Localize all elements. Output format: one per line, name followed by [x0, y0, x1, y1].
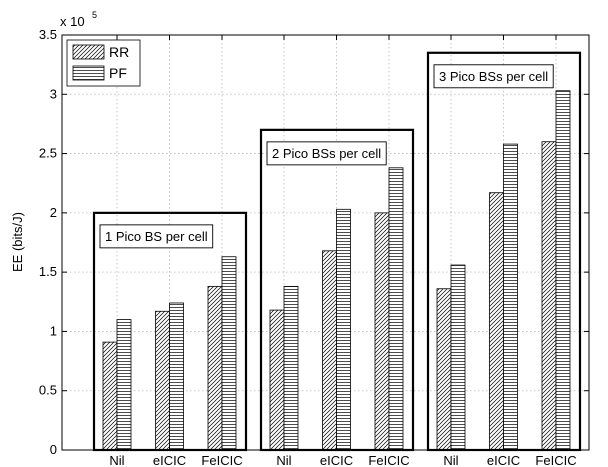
group-label-2: 2 Pico BSs per cell: [272, 146, 381, 161]
bar-rr-nil: [436, 288, 452, 451]
legend-label-pf: PF: [109, 65, 127, 81]
bar-pf-eicic: [503, 143, 518, 451]
x-tick-label: FeICIC: [535, 453, 576, 467]
y-tick-label: 0.5: [39, 383, 57, 398]
bar-pf-feicic: [388, 167, 404, 451]
group-label-1: 1 Pico BS per cell: [105, 229, 208, 244]
bar-pf-feicic: [555, 90, 571, 451]
y-tick-label: 2: [50, 205, 57, 220]
y-tick-label: 3.5: [39, 27, 57, 42]
bar-rr-eicic: [155, 310, 170, 451]
exponent-power: 5: [92, 10, 97, 20]
x-tick-label: FeICIC: [201, 453, 242, 467]
x-tick-label: eICIC: [320, 453, 353, 467]
bar-pf-nil: [283, 285, 299, 451]
y-tick-label: 1.5: [39, 264, 57, 279]
plot-frame: [61, 34, 590, 451]
legend: RR PF: [66, 39, 141, 87]
y-axis-label: EE (bits/J): [10, 212, 25, 272]
bar-rr-feicic: [541, 141, 557, 451]
x-tick-label: Nil: [276, 453, 291, 467]
x-axis-ticks: Nil eICIC FeICIC Nil eICIC FeICIC Nil eICIC FeIC…: [109, 35, 577, 467]
bar-rr-eicic: [489, 192, 504, 451]
bar-pf-feicic: [221, 256, 237, 451]
bar-pf-eicic: [336, 208, 351, 451]
bar-rr-nil: [269, 309, 285, 451]
x-tick-label: eICIC: [153, 453, 186, 467]
bars: [102, 90, 571, 451]
legend-swatch-pf: [72, 65, 105, 81]
bar-rr-eicic: [322, 250, 337, 451]
group-label-box-1: [99, 224, 214, 249]
x-tick-label: Nil: [443, 453, 458, 467]
x-tick-label: eICIC: [487, 453, 520, 467]
y-axis-ticks: 0 0.5 1 1.5 2 2.5 3 3.5: [39, 27, 589, 457]
legend-swatch-rr: [72, 44, 105, 60]
bar-pf-eicic: [169, 302, 184, 451]
bar-pf-nil: [450, 264, 466, 451]
bar-pf-nil: [116, 319, 132, 451]
y-tick-label: 0: [50, 442, 57, 457]
group-label-box-2: [266, 141, 387, 166]
x-tick-label: Nil: [109, 453, 124, 467]
legend-label-rr: RR: [109, 44, 129, 60]
bar-rr-feicic: [207, 285, 223, 451]
x-tick-label: FeICIC: [368, 453, 409, 467]
bar-rr-feicic: [374, 212, 390, 451]
bar-rr-nil: [102, 341, 118, 451]
exponent-base: x 10: [60, 14, 85, 29]
y-axis-exponent: x 10 5: [60, 10, 97, 29]
y-tick-label: 2.5: [39, 146, 57, 161]
group-label-box-3: [433, 64, 554, 89]
y-tick-label: 1: [50, 323, 57, 338]
y-tick-label: 3: [50, 86, 57, 101]
group-label-3: 3 Pico BSs per cell: [439, 69, 548, 84]
